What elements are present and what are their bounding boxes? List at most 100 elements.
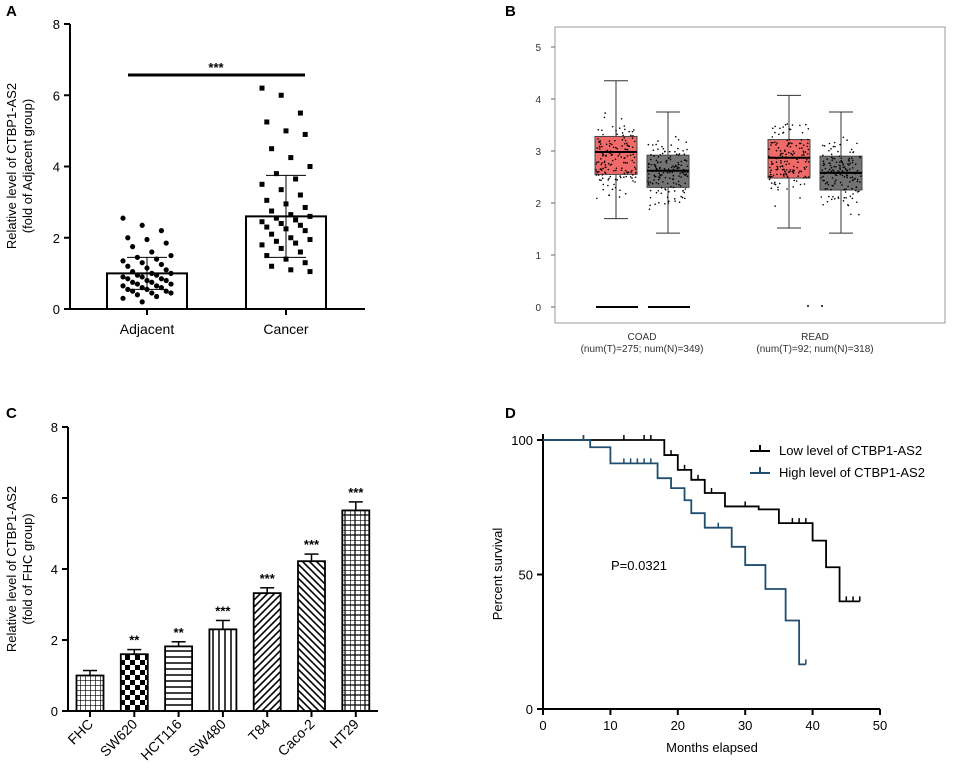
panel-b-point bbox=[615, 169, 617, 172]
panel-b-point bbox=[595, 163, 597, 165]
panel-b-point bbox=[786, 176, 789, 179]
panel-c-y-label-line: (fold of FHC group) bbox=[20, 513, 35, 624]
panel-a-point bbox=[139, 299, 145, 305]
panel-b-point bbox=[660, 187, 663, 189]
panel-b-point bbox=[682, 149, 684, 152]
panel-b-point bbox=[602, 167, 604, 170]
panel-letter-b: B bbox=[505, 3, 516, 20]
panel-b-point bbox=[672, 174, 675, 177]
panel-b-point bbox=[671, 171, 674, 174]
panel-b-point bbox=[833, 171, 835, 174]
panel-b-point bbox=[807, 304, 809, 307]
panel-a-point bbox=[264, 253, 270, 259]
panel-b-point bbox=[601, 145, 603, 148]
panel-b-point bbox=[786, 145, 789, 147]
panel-b-point bbox=[677, 154, 680, 156]
panel-b-point bbox=[855, 189, 857, 192]
panel-b-point bbox=[616, 179, 619, 181]
panel-b-point bbox=[783, 168, 785, 171]
panel-c-category-label: HT29 bbox=[326, 716, 362, 752]
panel-a-point bbox=[259, 219, 265, 225]
panel-b-point bbox=[833, 157, 836, 160]
panel-b-point bbox=[607, 162, 610, 165]
panel-b-point bbox=[843, 166, 846, 168]
panel-a-point bbox=[144, 286, 150, 293]
panel-a-point bbox=[144, 265, 150, 271]
panel-b-point bbox=[854, 177, 856, 180]
panel-c-bar bbox=[164, 645, 194, 712]
panel-b-point bbox=[838, 155, 841, 158]
panel-b-point bbox=[831, 184, 834, 187]
panel-b-point bbox=[601, 154, 604, 157]
panel-b-point bbox=[611, 125, 614, 128]
panel-b-point bbox=[667, 202, 670, 204]
panel-b-point bbox=[846, 176, 848, 179]
panel-b-point bbox=[768, 155, 770, 158]
panel-b-point bbox=[852, 193, 854, 195]
panel-b-point bbox=[626, 142, 628, 144]
panel-b-point bbox=[773, 183, 776, 185]
panel-b-point bbox=[630, 134, 632, 137]
panel-b-point bbox=[627, 171, 630, 173]
panel-b-point bbox=[849, 181, 851, 183]
panel-b-point bbox=[772, 142, 774, 144]
panel-b-point bbox=[842, 170, 844, 172]
panel-a-category-label: Adjacent bbox=[120, 321, 175, 337]
panel-b-point bbox=[773, 141, 776, 143]
panel-a-point bbox=[264, 197, 270, 203]
panel-b-point bbox=[858, 213, 860, 216]
panel-b-point bbox=[822, 179, 824, 182]
panel-a-point bbox=[139, 260, 145, 266]
panel-b-point bbox=[624, 139, 627, 142]
panel-d-legend-swatch bbox=[750, 467, 770, 474]
panel-b-point bbox=[611, 188, 614, 191]
panel-b-point bbox=[829, 162, 831, 165]
panel-b-point bbox=[839, 173, 842, 176]
panel-b-point bbox=[774, 181, 776, 184]
panel-b-point bbox=[624, 161, 627, 164]
panel-b-point bbox=[655, 191, 658, 194]
panel-a-point bbox=[149, 279, 155, 285]
panel-c-significance-label: *** bbox=[304, 537, 320, 552]
panel-a-category-label: Cancer bbox=[263, 321, 308, 337]
panel-b-point bbox=[684, 188, 687, 190]
panel-b-point bbox=[779, 165, 782, 168]
panel-d-legend-swatch bbox=[750, 445, 770, 452]
panel-b-point bbox=[604, 172, 607, 175]
panel-b-point bbox=[634, 171, 637, 174]
panel-b-point bbox=[770, 169, 772, 171]
panel-b-point bbox=[672, 186, 675, 189]
panel-b-point bbox=[828, 149, 830, 152]
panel-b-point bbox=[621, 139, 624, 141]
panel-c-chart: 0 2 4 6 8 Relative level of CTBP1-AS2(fold of… bbox=[4, 420, 378, 763]
panel-b-point bbox=[772, 174, 775, 177]
panel-b-point bbox=[672, 182, 675, 184]
panel-b-point bbox=[786, 123, 789, 125]
panel-c-category-label: SW480 bbox=[185, 716, 229, 760]
panel-b-point bbox=[775, 161, 778, 164]
panel-b-point bbox=[807, 138, 809, 141]
panel-b-point bbox=[609, 152, 611, 155]
panel-b-group-sublabel: (num(T)=275; num(N)=349) bbox=[581, 344, 704, 355]
panel-a-point bbox=[134, 281, 140, 287]
panel-b-point bbox=[806, 142, 809, 145]
panel-b-point bbox=[837, 170, 839, 172]
panel-b-point bbox=[609, 142, 611, 145]
panel-b-point bbox=[789, 128, 792, 131]
panel-b-point bbox=[822, 154, 824, 157]
panel-b-point bbox=[627, 144, 629, 147]
panel-a-point bbox=[273, 238, 279, 244]
panel-a-point bbox=[134, 272, 140, 278]
panel-b-point bbox=[603, 161, 606, 164]
panel-b-point bbox=[769, 177, 772, 179]
panel-b-point bbox=[776, 168, 779, 171]
panel-b-point bbox=[631, 137, 634, 139]
panel-b-point bbox=[669, 177, 671, 180]
panel-b-point bbox=[807, 153, 809, 155]
panel-b-point bbox=[683, 159, 686, 161]
panel-b-point bbox=[779, 153, 782, 156]
panel-c-bar bbox=[119, 653, 149, 712]
panel-b-point bbox=[670, 166, 673, 169]
panel-b-point bbox=[647, 166, 650, 169]
panel-b-y-tick-label: 2 bbox=[535, 199, 541, 210]
